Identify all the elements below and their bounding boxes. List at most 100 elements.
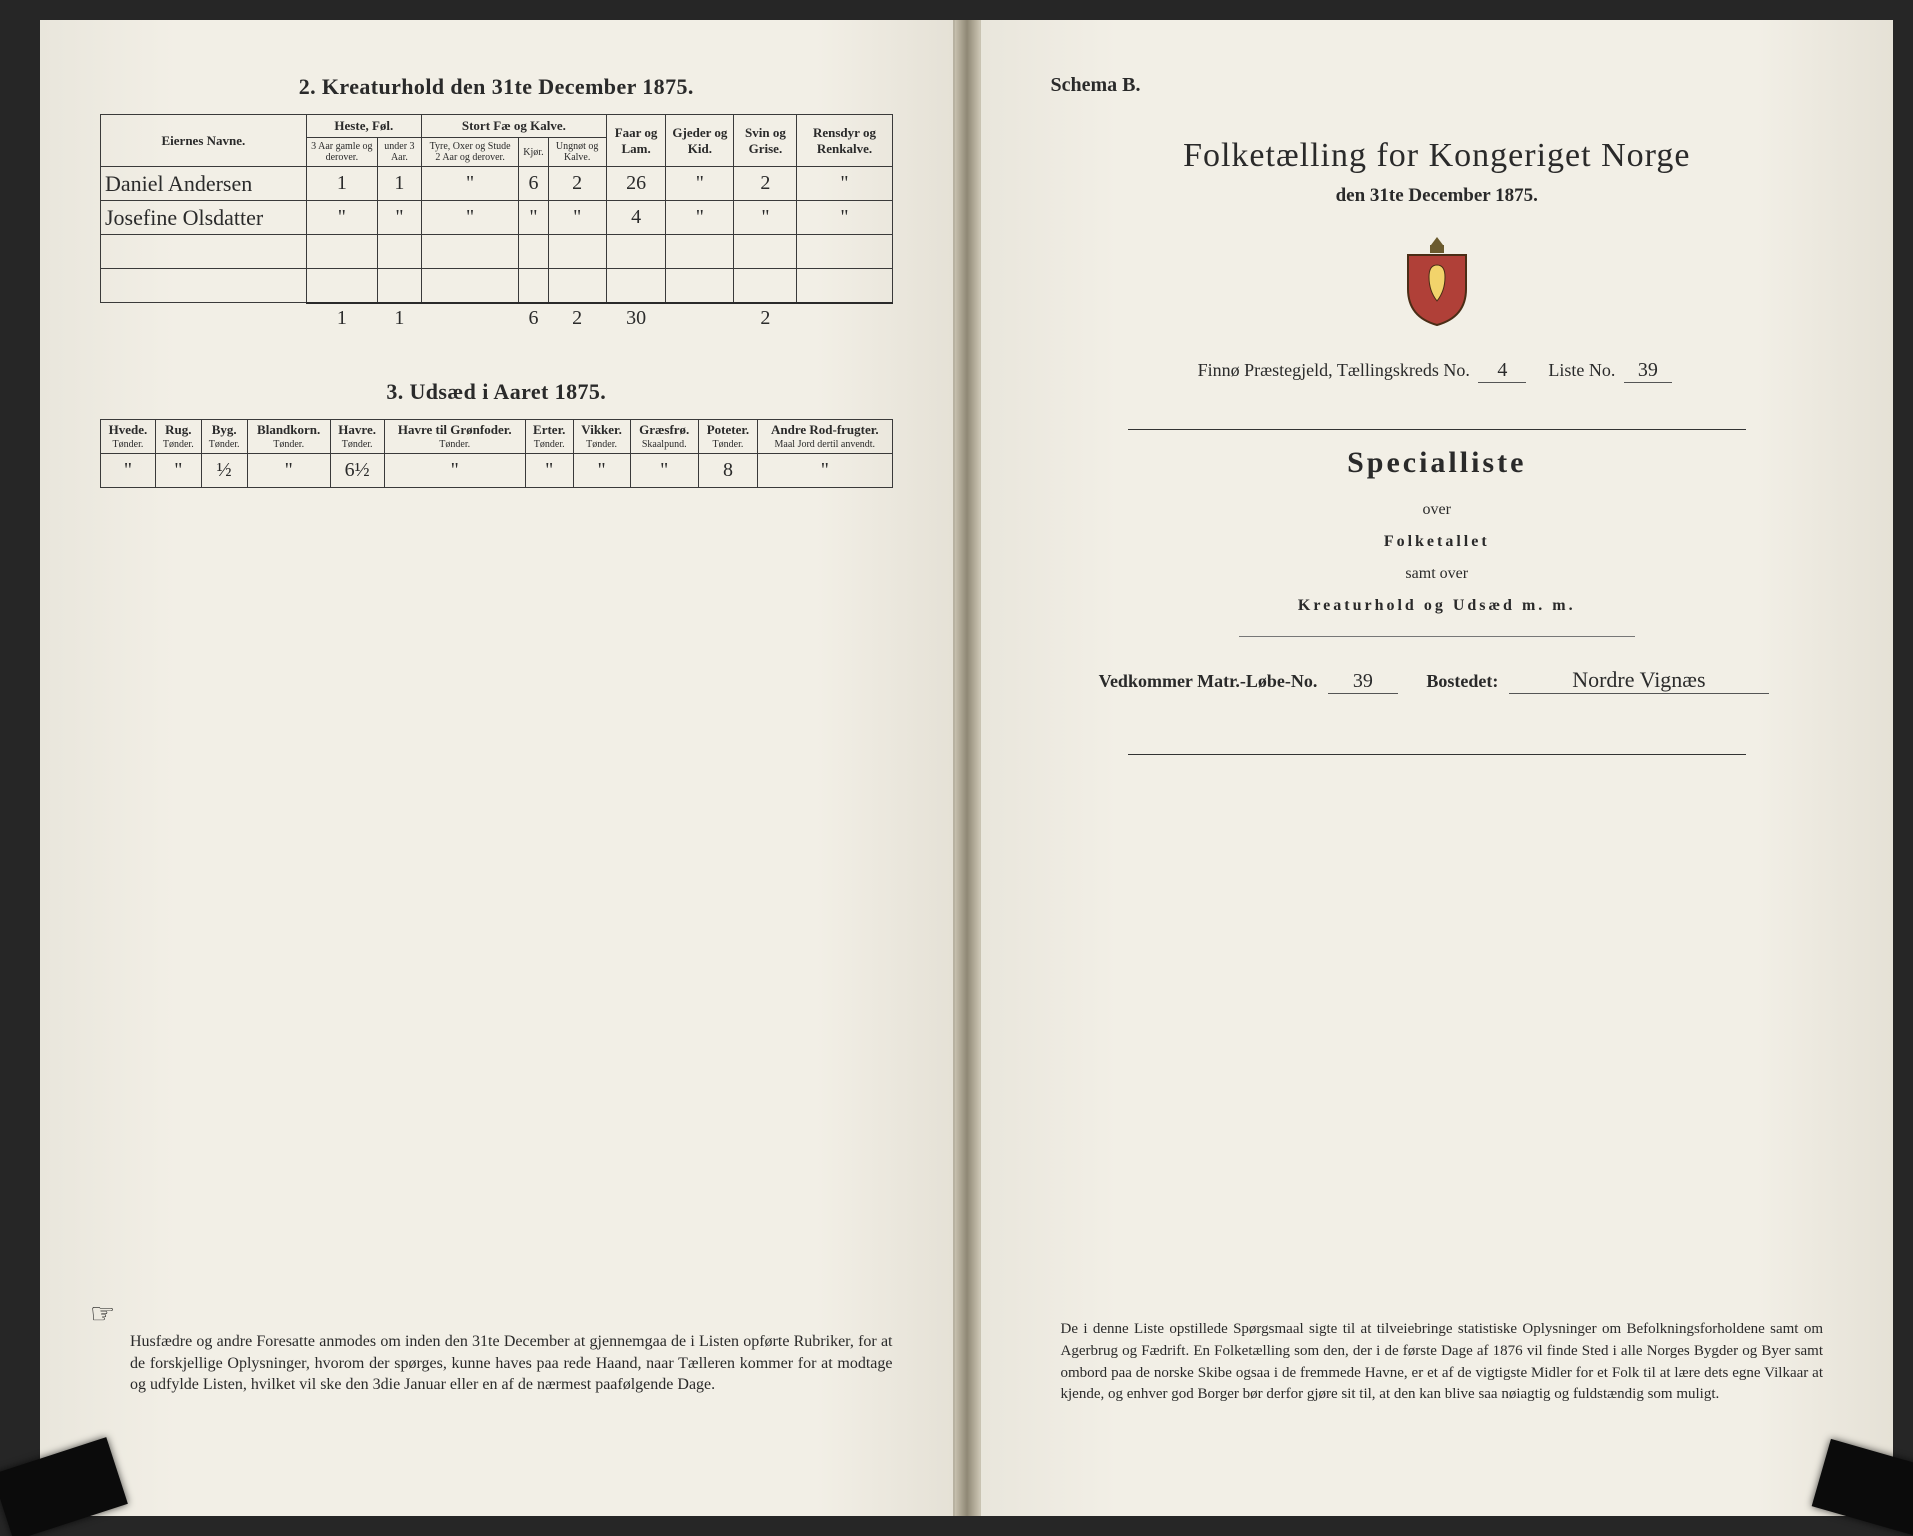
owner-name-cell: Daniel Andersen — [101, 167, 307, 201]
seed-cell: ½ — [201, 453, 247, 487]
right-footnote: De i denne Liste opstillede Spørgsmaal s… — [1061, 1319, 1824, 1406]
section2-title: 2. Kreaturhold den 31te December 1875. — [100, 74, 893, 100]
liste-label: Liste No. — [1548, 360, 1615, 380]
left-footnote: Husfædre og andre Foresatte anmodes om i… — [130, 1331, 893, 1396]
col-stort-b: Kjør. — [519, 138, 548, 167]
col-stort-a: Tyre, Oxer og Stude 2 Aar og derover. — [421, 138, 518, 167]
col-heste: Heste, Føl. — [306, 115, 421, 138]
value-cell — [421, 235, 518, 269]
value-cell: 1 — [377, 167, 421, 201]
l3: samt over — [1041, 558, 1834, 590]
totals-cell — [666, 303, 734, 333]
seed-col-header: Rug.Tønder. — [155, 419, 201, 453]
seed-cell: 8 — [698, 453, 757, 487]
seed-table: Hvede.Tønder.Rug.Tønder.Byg.Tønder.Bland… — [100, 419, 893, 488]
divider — [1128, 429, 1746, 430]
seed-header-row: Hvede.Tønder.Rug.Tønder.Byg.Tønder.Bland… — [101, 419, 893, 453]
value-cell: 2 — [734, 167, 797, 201]
table-row-empty — [101, 269, 893, 303]
bostedet-label: Bostedet: — [1426, 671, 1498, 691]
col-heste-a: 3 Aar gamle og derover. — [306, 138, 377, 167]
divider-2 — [1128, 754, 1746, 755]
owner-name-cell: Josefine Olsdatter — [101, 201, 307, 235]
totals-cell: 30 — [606, 303, 666, 333]
l1: over — [1041, 494, 1834, 526]
value-cell: " — [797, 167, 892, 201]
value-cell — [519, 235, 548, 269]
seed-cell: " — [155, 453, 201, 487]
l2: Folketallet — [1041, 526, 1834, 558]
meta-prefix: Finnø Præstegjeld, Tællingskreds No. — [1198, 360, 1470, 380]
seed-cell: " — [101, 453, 156, 487]
totals-cell: 2 — [734, 303, 797, 333]
value-cell — [606, 269, 666, 303]
table-row-empty — [101, 235, 893, 269]
table-row: Daniel Andersen11"6226"2" — [101, 167, 893, 201]
value-cell: 26 — [606, 167, 666, 201]
col-stort-c: Ungnøt og Kalve. — [548, 138, 606, 167]
value-cell: " — [734, 201, 797, 235]
seed-cell: 6½ — [330, 453, 384, 487]
livestock-table: Eiernes Navne. Heste, Føl. Stort Fæ og K… — [100, 114, 893, 333]
value-cell — [548, 235, 606, 269]
col-heste-b: under 3 Aar. — [377, 138, 421, 167]
value-cell — [548, 269, 606, 303]
seed-cell: " — [573, 453, 630, 487]
value-cell — [306, 235, 377, 269]
matr-line: Vedkommer Matr.-Løbe-No. 39 Bostedet: No… — [1041, 667, 1834, 694]
value-cell — [734, 269, 797, 303]
value-cell: " — [797, 201, 892, 235]
col-stort: Stort Fæ og Kalve. — [421, 115, 606, 138]
specialliste-sub: over Folketallet samt over Kreaturhold o… — [1041, 494, 1834, 622]
value-cell — [306, 269, 377, 303]
value-cell — [734, 235, 797, 269]
value-cell — [666, 235, 734, 269]
right-page: Schema B. Folketælling for Kongeriget No… — [979, 20, 1894, 1516]
l4: Kreaturhold og Udsæd m. m. — [1041, 590, 1834, 622]
totals-blank — [101, 303, 307, 333]
totals-cell — [797, 303, 892, 333]
bostedet-value: Nordre Vignæs — [1509, 667, 1769, 694]
seed-cell: " — [384, 453, 525, 487]
value-cell: " — [519, 201, 548, 235]
value-cell: " — [548, 201, 606, 235]
owner-name-cell — [101, 269, 307, 303]
value-cell — [797, 269, 892, 303]
col-rens: Rensdyr og Renkalve. — [797, 115, 892, 167]
totals-cell: 6 — [519, 303, 548, 333]
seed-col-header: Erter.Tønder. — [525, 419, 573, 453]
value-cell: " — [421, 201, 518, 235]
open-book: 2. Kreaturhold den 31te December 1875. E… — [40, 20, 1893, 1516]
matr-no: 39 — [1328, 670, 1398, 694]
totals-row: 1162302 — [101, 303, 893, 333]
totals-cell: 1 — [306, 303, 377, 333]
seed-col-header: Hvede.Tønder. — [101, 419, 156, 453]
owner-name-cell — [101, 235, 307, 269]
col-gjeder: Gjeder og Kid. — [666, 115, 734, 167]
coat-of-arms-icon — [1394, 233, 1480, 329]
value-cell: " — [306, 201, 377, 235]
col-faar: Faar og Lam. — [606, 115, 666, 167]
binder-clip-right — [1812, 1439, 1913, 1536]
value-cell: " — [421, 167, 518, 201]
seed-col-header: Græsfrø.Skaalpund. — [630, 419, 698, 453]
value-cell: 1 — [306, 167, 377, 201]
meta-line: Finnø Præstegjeld, Tællingskreds No. 4 L… — [1041, 359, 1834, 383]
seed-cell: " — [525, 453, 573, 487]
seed-col-header: Poteter.Tønder. — [698, 419, 757, 453]
table-row: Josefine Olsdatter"""""4""" — [101, 201, 893, 235]
value-cell: 4 — [606, 201, 666, 235]
value-cell — [606, 235, 666, 269]
value-cell — [519, 269, 548, 303]
seed-col-header: Havre til Grønfoder.Tønder. — [384, 419, 525, 453]
seed-cell: " — [630, 453, 698, 487]
schema-label: Schema B. — [1051, 74, 1834, 97]
seed-col-header: Havre.Tønder. — [330, 419, 384, 453]
value-cell — [377, 269, 421, 303]
value-cell — [666, 269, 734, 303]
livestock-body: Daniel Andersen11"6226"2"Josefine Olsdat… — [101, 167, 893, 333]
seed-data-row: ""½"6½""""8" — [101, 453, 893, 487]
value-cell — [377, 235, 421, 269]
value-cell — [421, 269, 518, 303]
specialliste-heading: Specialliste — [1041, 446, 1834, 480]
